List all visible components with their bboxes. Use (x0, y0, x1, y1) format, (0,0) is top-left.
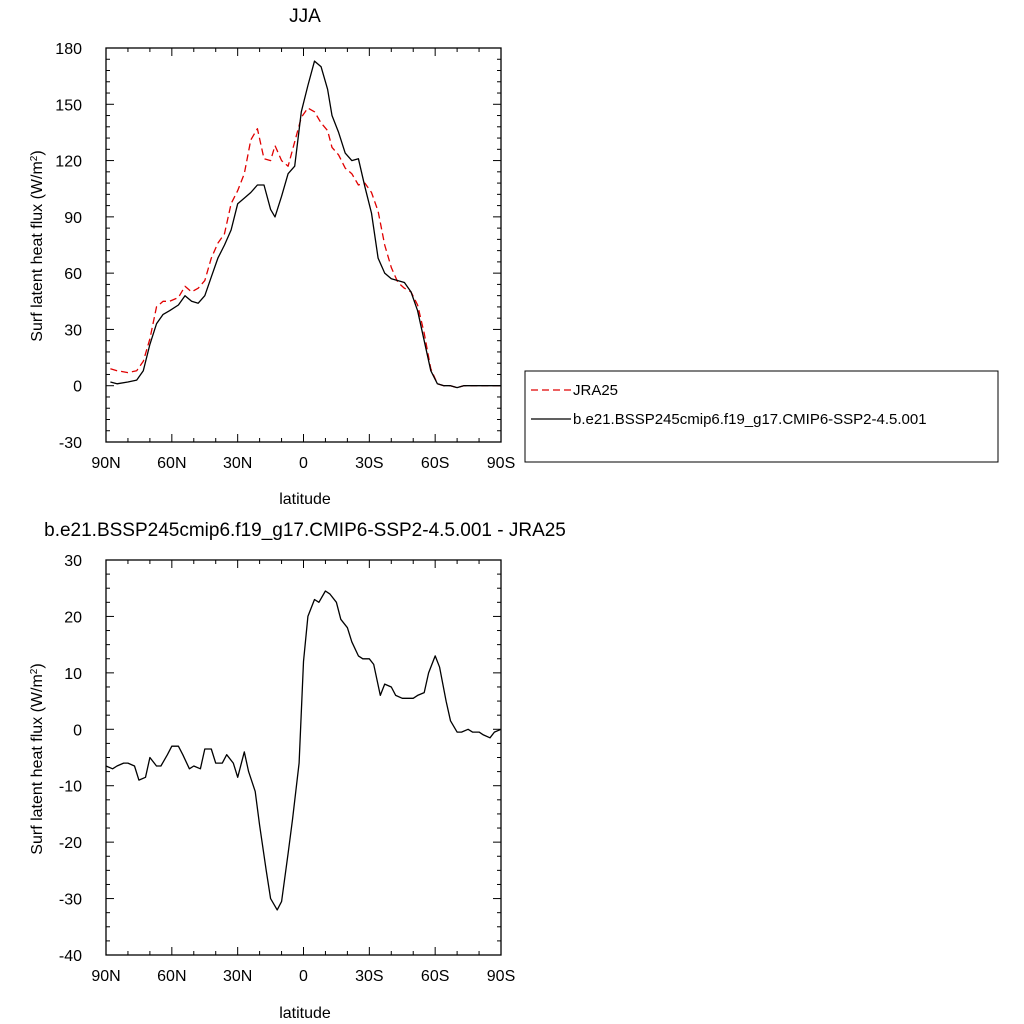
top-y-tick-label: -30 (59, 435, 82, 452)
bottom-x-tick-label: 30S (355, 968, 383, 985)
bottom-y-tick-label: -30 (59, 892, 82, 909)
bottom-y-axis-label: Surf latent heat flux (W/m2) (29, 663, 47, 854)
top-y-tick-label: 30 (64, 322, 82, 339)
bottom-x-tick-label: 60S (421, 968, 449, 985)
top-x-tick-label: 90S (487, 455, 515, 472)
bottom-x-tick-label: 90S (487, 968, 515, 985)
bottom-y-tick-label: -10 (59, 779, 82, 796)
bottom-panel: b.e21.BSSP245cmip6.f19_g17.CMIP6-SSP2-4.… (29, 520, 566, 1022)
top-panel: JJA 90N 60N 30N 0 30S 60S 90S -30 0 30 60 90 120 150 1… (29, 6, 516, 508)
bottom-x-tick-label: 0 (299, 968, 308, 985)
legend: JRA25 b.e21.BSSP245cmip6.f19_g17.CMIP6-S… (524, 370, 999, 463)
top-series-line-2 (110, 60, 501, 389)
top-x-tick-label: 0 (299, 455, 308, 472)
bottom-x-tick-label: 30N (223, 968, 252, 985)
bottom-y-tick-label: 30 (64, 553, 82, 570)
top-y-tick-label: 90 (64, 210, 82, 227)
top-y-tick-label: 180 (55, 41, 82, 58)
top-x-tick-label: 30S (355, 455, 383, 472)
top-x-tick-label: 60N (157, 455, 186, 472)
top-x-axis-label: latitude (279, 491, 331, 508)
bottom-plot-area: 90N 60N 30N 0 30S 60S 90S -40 -30 -20 -10 0 10 20 30 (59, 553, 515, 985)
top-y-tick-label: 150 (55, 97, 82, 114)
top-x-tick-label: 30N (223, 455, 252, 472)
bottom-y-tick-label: 20 (64, 609, 82, 626)
top-series-line-1 (110, 107, 501, 389)
top-x-tick-label: 90N (91, 455, 120, 472)
bottom-y-tick-label: 10 (64, 666, 82, 683)
bottom-series-line-1 (105, 590, 502, 911)
top-plot-frame (105, 47, 502, 443)
legend-model-label: b.e21.BSSP245cmip6.f19_g17.CMIP6-SSP2-4.… (573, 411, 927, 428)
top-chart-title: JJA (289, 6, 321, 27)
bottom-chart-title: b.e21.BSSP245cmip6.f19_g17.CMIP6-SSP2-4.… (44, 520, 566, 541)
bottom-y-tick-label: -40 (59, 948, 82, 965)
top-y-tick-label: 60 (64, 266, 82, 283)
bottom-x-tick-label: 60N (157, 968, 186, 985)
top-y-axis-label: Surf latent heat flux (W/m2) (29, 150, 47, 341)
legend-box (524, 370, 999, 463)
bottom-x-tick-label: 90N (91, 968, 120, 985)
top-y-tick-label: 0 (73, 379, 82, 396)
bottom-x-axis-label: latitude (279, 1005, 331, 1022)
top-y-tick-label: 120 (55, 154, 82, 171)
legend-jra25-label: JRA25 (573, 382, 618, 399)
bottom-y-tick-label: -20 (59, 835, 82, 852)
top-plot-area: 90N 60N 30N 0 30S 60S 90S -30 0 30 60 90 120 150 180 (55, 41, 515, 472)
top-x-tick-label: 60S (421, 455, 449, 472)
bottom-y-tick-label: 0 (73, 722, 82, 739)
